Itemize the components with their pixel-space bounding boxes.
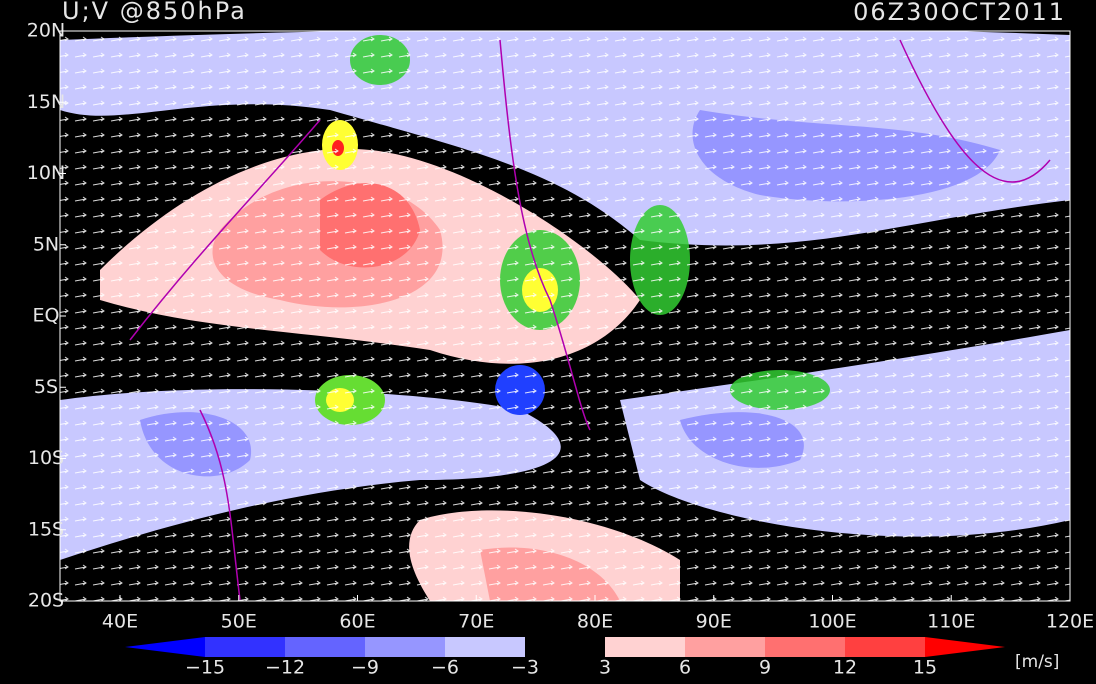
colorbar-segment (685, 637, 765, 657)
lon-label: 90E (696, 611, 732, 633)
colorbar-label: −6 (431, 657, 459, 679)
colorbar-label: 9 (759, 657, 771, 679)
map-time: 06Z30OCT2011 (853, 0, 1066, 26)
colorbar-segment (845, 637, 925, 657)
colorbar-segment (525, 637, 605, 657)
colorbar-segment (285, 637, 365, 657)
colorbar-label: −15 (185, 657, 225, 679)
colorbar-segment (605, 637, 685, 657)
map-field (60, 31, 1070, 601)
lon-label: 50E (221, 611, 257, 633)
colorbar-label: 6 (679, 657, 691, 679)
colorbar-segment (765, 637, 845, 657)
colorbar-segment (445, 637, 525, 657)
colorbar-label: −3 (511, 657, 539, 679)
lat-label: 10S (28, 447, 64, 469)
colorbar-label: 12 (833, 657, 857, 679)
lon-label: 80E (577, 611, 613, 633)
lat-label: EQ (33, 305, 60, 327)
lat-label: 20S (28, 590, 64, 612)
lat-label: 5N (33, 233, 59, 255)
lon-label: 60E (339, 611, 375, 633)
colorbar-unit: [m/s] (1015, 652, 1059, 672)
lon-label: 100E (808, 611, 856, 633)
lat-label: 5S (34, 376, 58, 398)
colorbar-label: −12 (265, 657, 305, 679)
lat-label: 20N (27, 20, 65, 42)
lon-label: 110E (927, 611, 975, 633)
colorbar-segment (925, 637, 1005, 657)
colorbar-label: 15 (913, 657, 937, 679)
colorbar-segment (125, 637, 205, 657)
colorbar-label: −9 (351, 657, 379, 679)
lon-label: 120E (1046, 611, 1094, 633)
lat-label: 15S (28, 518, 64, 540)
lat-label: 15N (27, 91, 65, 113)
lat-label: 10N (27, 162, 65, 184)
colorbar-segment (205, 637, 285, 657)
lon-label: 70E (458, 611, 494, 633)
colorbar-label: 3 (599, 657, 611, 679)
colorbar-segment (365, 637, 445, 657)
map-title: U;V @850hPa (62, 0, 247, 25)
lon-label: 40E (102, 611, 138, 633)
